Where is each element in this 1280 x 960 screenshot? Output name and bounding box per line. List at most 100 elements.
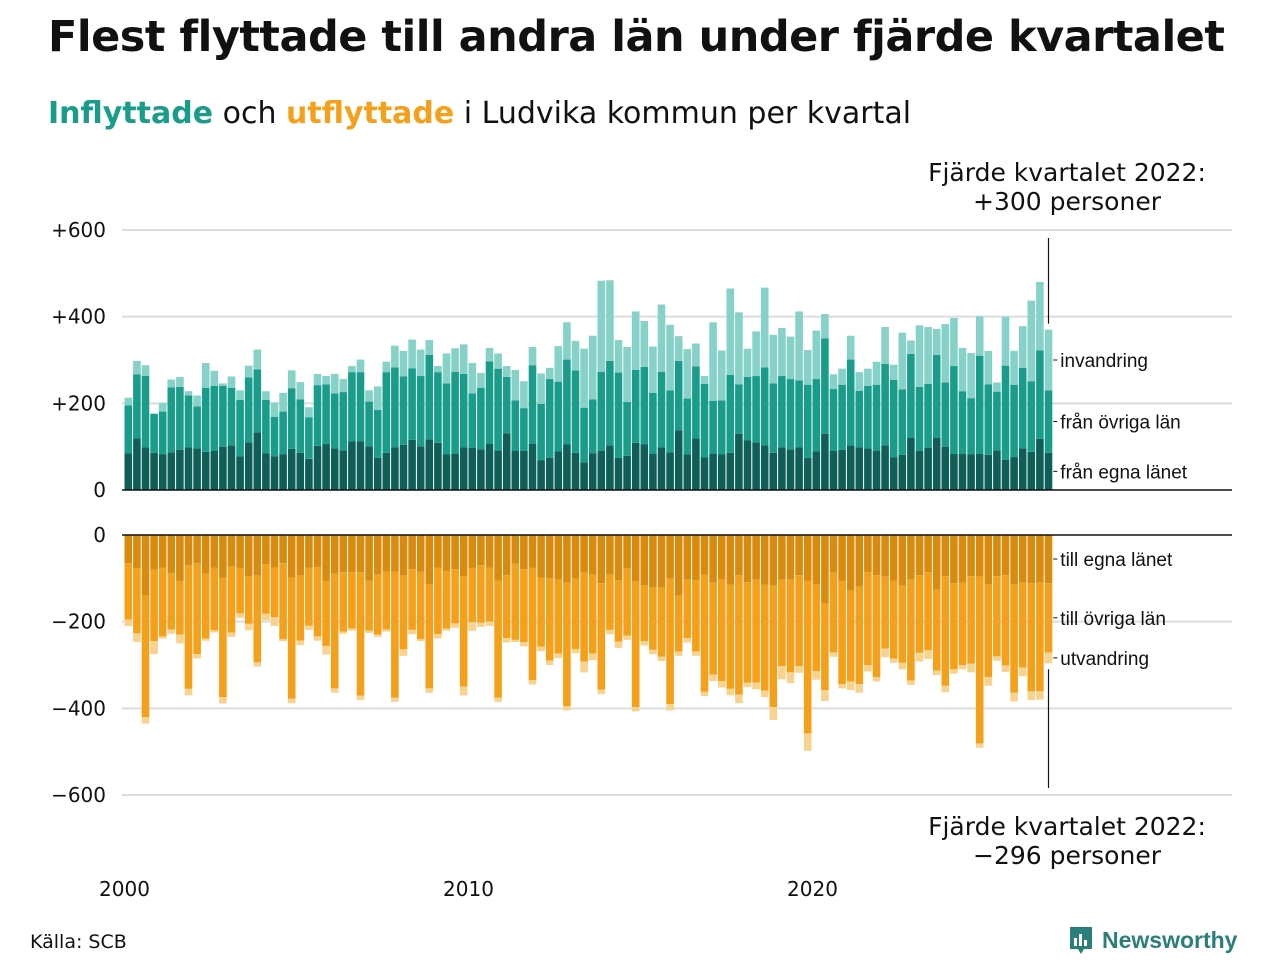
bar-in-2 bbox=[425, 354, 434, 440]
bar-ut-1 bbox=[975, 535, 984, 577]
bar-in-2 bbox=[941, 382, 950, 447]
bar-in-2 bbox=[915, 386, 924, 451]
bar-ut-2 bbox=[1044, 583, 1053, 653]
bar-ut-2 bbox=[434, 567, 442, 635]
bar-ut-3 bbox=[571, 648, 580, 654]
bar-ut-2 bbox=[365, 580, 373, 631]
bar-in-3 bbox=[382, 361, 391, 373]
bar-ut-1 bbox=[322, 535, 330, 581]
bar-in-3 bbox=[726, 288, 735, 375]
bar-ut-1 bbox=[597, 535, 606, 584]
bar-ut-1 bbox=[812, 535, 821, 585]
bar-ut-2 bbox=[812, 584, 821, 672]
bar-in-2 bbox=[537, 403, 545, 461]
bar-ut-2 bbox=[872, 575, 881, 678]
bar-ut-2 bbox=[735, 575, 743, 695]
bar-in-2 bbox=[244, 377, 253, 443]
annotation-top-line2: +300 personer bbox=[973, 187, 1161, 216]
bar-in-1 bbox=[1001, 459, 1010, 490]
bar-ut-2 bbox=[416, 571, 425, 639]
bar-in-2 bbox=[416, 376, 425, 447]
bar-ut-3 bbox=[244, 623, 253, 631]
annotation-top: Fjärde kvartalet 2022: +300 personer bbox=[897, 158, 1237, 216]
bar-in-2 bbox=[924, 383, 932, 448]
bar-in-1 bbox=[554, 451, 563, 490]
bar-in-3 bbox=[459, 344, 468, 374]
bar-in-1 bbox=[881, 445, 889, 490]
bar-in-2 bbox=[305, 417, 313, 459]
bar-ut-2 bbox=[563, 582, 571, 707]
bar-in-1 bbox=[709, 453, 717, 490]
bar-in-1 bbox=[649, 453, 657, 490]
bar-ut-3 bbox=[588, 653, 597, 661]
bar-in-2 bbox=[649, 392, 657, 454]
bar-in-2 bbox=[657, 371, 666, 448]
bar-ut-3 bbox=[459, 686, 468, 696]
bar-ut-3 bbox=[821, 690, 829, 701]
bar-in-3 bbox=[864, 368, 872, 386]
bar-ut-3 bbox=[898, 662, 907, 670]
bar-in-1 bbox=[812, 451, 821, 490]
bar-ut-1 bbox=[786, 535, 795, 580]
bar-ut-1 bbox=[408, 535, 416, 570]
bar-in-3 bbox=[769, 334, 778, 384]
bar-in-3 bbox=[855, 372, 864, 391]
bar-ut-1 bbox=[399, 535, 408, 576]
bar-in-3 bbox=[657, 304, 666, 372]
bar-ut-1 bbox=[537, 535, 545, 578]
bar-ut-1 bbox=[795, 535, 803, 576]
bar-in-3 bbox=[666, 324, 674, 391]
x-tick-label: 2010 bbox=[443, 877, 494, 901]
bar-ut-3 bbox=[941, 685, 950, 693]
bar-in-1 bbox=[752, 442, 760, 490]
bar-ut-1 bbox=[1010, 535, 1018, 585]
bar-ut-3 bbox=[1027, 691, 1036, 701]
bar-in-1 bbox=[984, 454, 993, 490]
bar-ut-2 bbox=[915, 575, 924, 653]
bar-in-2 bbox=[752, 376, 760, 443]
bar-ut-1 bbox=[967, 535, 975, 577]
bar-in-1 bbox=[829, 451, 838, 490]
bar-ut-1 bbox=[425, 535, 434, 585]
bar-in-2 bbox=[236, 399, 244, 457]
bar-in-2 bbox=[253, 369, 262, 433]
bar-in-1 bbox=[434, 442, 442, 490]
bar-in-2 bbox=[313, 385, 322, 446]
bar-ut-3 bbox=[210, 630, 219, 633]
bar-ut-2 bbox=[889, 580, 898, 659]
bar-ut-1 bbox=[477, 535, 485, 566]
bar-in-1 bbox=[778, 447, 786, 490]
bar-ut-3 bbox=[881, 648, 889, 658]
bar-in-3 bbox=[520, 381, 528, 409]
bar-ut-1 bbox=[631, 535, 640, 582]
bar-in-3 bbox=[1010, 350, 1018, 385]
bar-in-2 bbox=[219, 386, 227, 447]
bar-ut-2 bbox=[967, 576, 975, 664]
bar-ut-3 bbox=[150, 641, 158, 655]
bar-ut-3 bbox=[829, 652, 838, 657]
bar-ut-2 bbox=[778, 579, 786, 667]
bar-ut-1 bbox=[932, 535, 941, 590]
bar-in-1 bbox=[993, 450, 1001, 490]
bar-in-3 bbox=[528, 347, 537, 366]
bar-in-3 bbox=[1027, 300, 1036, 382]
brand-logo: Newsworthy bbox=[1068, 925, 1237, 955]
bar-ut-2 bbox=[554, 579, 563, 654]
bar-ut-1 bbox=[554, 535, 563, 580]
bar-in-3 bbox=[786, 336, 795, 380]
bar-in-1 bbox=[803, 457, 812, 490]
bar-ut-1 bbox=[150, 535, 158, 570]
bar-ut-2 bbox=[528, 567, 537, 681]
annotation-bottom-line2: −296 personer bbox=[973, 841, 1161, 870]
bar-ut-3 bbox=[872, 677, 881, 682]
bar-in-2 bbox=[408, 368, 416, 440]
bar-ut-1 bbox=[1027, 535, 1036, 584]
bar-ut-2 bbox=[425, 584, 434, 689]
bar-in-1 bbox=[356, 441, 365, 490]
bar-in-1 bbox=[606, 445, 614, 490]
bar-in-3 bbox=[184, 391, 193, 396]
bar-ut-2 bbox=[717, 579, 726, 682]
bar-in-2 bbox=[339, 392, 348, 451]
bar-in-2 bbox=[760, 367, 769, 446]
bar-in-1 bbox=[898, 454, 907, 490]
